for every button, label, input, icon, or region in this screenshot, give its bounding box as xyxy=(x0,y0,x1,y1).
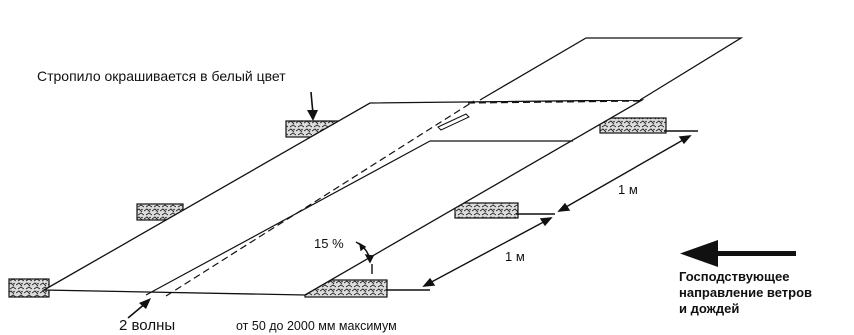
overlap-dashed-lines xyxy=(165,100,641,297)
waves-label: 2 волны xyxy=(119,317,176,334)
rafter-mid-right xyxy=(454,202,519,219)
pointer-arrow-icon xyxy=(127,298,151,319)
pointer-arrow-icon xyxy=(307,91,318,121)
sheet-vertical-seam xyxy=(145,140,431,296)
slope-angle-marker xyxy=(355,241,375,274)
dimension-arrow-icon xyxy=(557,135,692,212)
wind-caption-line-1: Господствующее xyxy=(679,269,790,284)
spacing-upper-label: 1 м xyxy=(618,182,638,197)
slope-label: 15 % xyxy=(314,236,344,251)
wind-direction-caption: Господствующее направление ветров и дожд… xyxy=(679,269,812,317)
sheet-lower-overlap-area xyxy=(41,99,645,296)
dimension-arrow-icon xyxy=(422,217,553,287)
sheet-upper xyxy=(479,37,744,101)
dimensions xyxy=(355,130,698,291)
spacing-lower-label: 1 м xyxy=(505,249,525,264)
rafter-bottom-left xyxy=(8,278,50,298)
rafter-paint-note: Стропило окрашивается в белый цвет xyxy=(37,68,286,84)
wind-caption-line-2: направление ветров xyxy=(679,285,813,300)
dashed-line-diagonal xyxy=(165,100,475,297)
roof-sheets xyxy=(41,37,744,296)
fastener-slot xyxy=(437,113,470,131)
overlap-range-label: от 50 до 2000 мм максимум xyxy=(236,319,397,333)
rafter-top-right xyxy=(599,117,667,134)
sheet-joint-lines xyxy=(145,140,573,296)
pointer-arrows xyxy=(127,91,318,319)
dashed-line-horizontal xyxy=(467,100,641,104)
wind-caption-line-3: и дождей xyxy=(679,301,740,316)
wind-direction-arrow-icon xyxy=(680,240,796,267)
